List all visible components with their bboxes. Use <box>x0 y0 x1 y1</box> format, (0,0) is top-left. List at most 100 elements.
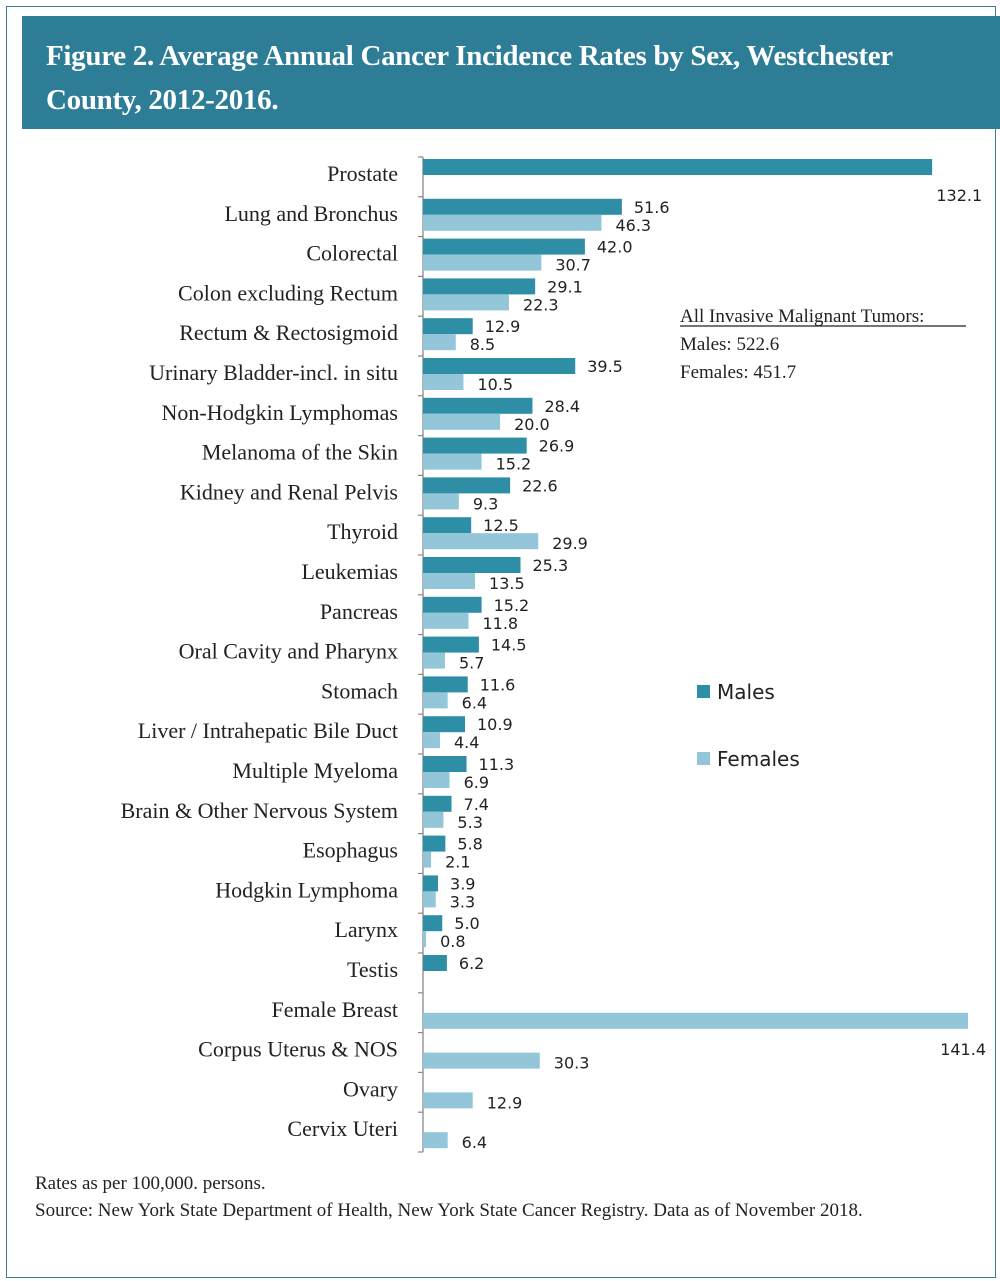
legend-label-males: Males <box>717 680 775 704</box>
data-label-males: 28.4 <box>544 397 580 416</box>
bar-females <box>423 732 440 749</box>
bar-males <box>423 875 439 892</box>
bar-females <box>423 851 432 868</box>
category-label: Urinary Bladder-incl. in situ <box>149 360 398 385</box>
bar-females <box>423 334 456 351</box>
category-label: Prostate <box>327 161 398 186</box>
category-label: Pancreas <box>320 599 398 624</box>
bar-females <box>423 214 602 231</box>
category-label: Esophagus <box>303 838 398 863</box>
data-label-females: 30.3 <box>554 1054 590 1073</box>
chart-labels: Prostate 132.1 Lung and Bronchus 51.646.3 Co… <box>121 161 986 1152</box>
data-label-males: 3.9 <box>450 874 475 893</box>
bar-females <box>423 612 469 629</box>
category-label: Stomach <box>321 678 398 703</box>
category-label: Non-Hodgkin Lymphomas <box>162 400 399 425</box>
bar-females <box>423 413 501 430</box>
chart-legend: Males Females <box>697 680 800 771</box>
bar-males <box>423 636 479 653</box>
category-label: Multiple Myeloma <box>232 758 398 783</box>
figure-title: Figure 2. Average Annual Cancer Incidenc… <box>46 40 893 116</box>
bar-males <box>423 437 527 454</box>
legend-swatch-females <box>697 752 710 765</box>
figure-frame <box>6 6 996 1278</box>
bar-males <box>423 915 443 932</box>
bar-females <box>423 254 542 271</box>
bar-males <box>423 596 482 613</box>
category-label: Kidney and Renal Pelvis <box>180 479 398 504</box>
bar-females <box>423 931 427 948</box>
bar-males <box>423 716 466 733</box>
bar-females <box>423 891 436 908</box>
data-label-males: 42.0 <box>597 238 633 257</box>
category-label: Melanoma of the Skin <box>202 440 398 465</box>
note-males: Males: 522.6 <box>680 334 779 355</box>
data-label-females: 15.2 <box>496 455 532 474</box>
data-label-females: 2.1 <box>445 853 470 872</box>
bar-males <box>423 358 576 374</box>
legend-swatch-males <box>697 685 710 698</box>
bar-males <box>423 159 933 175</box>
note-females: Females: 451.7 <box>680 362 796 383</box>
category-label: Oral Cavity and Pharynx <box>179 639 398 664</box>
data-label-males: 5.8 <box>457 835 482 854</box>
data-label-males: 7.4 <box>464 795 489 814</box>
data-label-females: 11.8 <box>482 614 518 633</box>
category-label: Colorectal <box>306 241 398 266</box>
data-label-females: 5.3 <box>457 813 482 832</box>
category-label: Brain & Other Nervous System <box>121 798 398 823</box>
bar-males <box>423 238 585 255</box>
data-label-males: 10.9 <box>477 715 513 734</box>
data-label-males: 15.2 <box>494 596 530 615</box>
bar-females <box>423 692 448 709</box>
bar-females <box>423 294 509 311</box>
bar-males <box>423 318 473 335</box>
data-label-males: 22.6 <box>522 476 558 495</box>
bar-females <box>423 1052 540 1069</box>
data-label-females: 6.9 <box>464 773 489 792</box>
bar-females <box>423 533 539 550</box>
data-label-females: 20.0 <box>514 415 550 434</box>
data-label-females: 12.9 <box>487 1093 523 1112</box>
chart-bars <box>423 159 968 1149</box>
category-label: Lung and Bronchus <box>224 201 398 226</box>
data-label-males: 11.6 <box>480 675 516 694</box>
data-label-males: 5.0 <box>454 914 479 933</box>
data-label-females: 4.4 <box>454 733 479 752</box>
footer-rates-note: Rates as per 100,000. persons. <box>35 1173 266 1194</box>
legend-label-females: Females <box>717 747 800 771</box>
summary-note: All Invasive Malignant Tumors: Males: 52… <box>680 306 966 383</box>
data-label-males: 12.5 <box>483 516 519 535</box>
data-label-females: 5.7 <box>459 654 484 673</box>
footer-source: Source: New York State Department of Hea… <box>35 1200 863 1221</box>
data-label-females: 6.4 <box>462 693 487 712</box>
bar-females <box>423 453 482 470</box>
bar-males <box>423 795 452 812</box>
data-label-males: 29.1 <box>547 277 583 296</box>
data-label-males: 14.5 <box>491 636 527 655</box>
chart-axis <box>418 156 424 1153</box>
figure-header: Figure 2. Average Annual Cancer Incidenc… <box>22 16 1000 129</box>
category-label: Thyroid <box>327 519 398 544</box>
data-label-males: 132.1 <box>936 186 982 205</box>
data-label-females: 141.4 <box>940 1040 986 1059</box>
bar-females <box>423 1092 473 1109</box>
bar-females <box>423 652 445 669</box>
category-label: Ovary <box>343 1076 398 1101</box>
data-label-females: 8.5 <box>470 335 495 354</box>
bar-chart: Prostate 132.1 Lung and Bronchus 51.646.3 Co… <box>121 156 986 1153</box>
bar-males <box>423 517 472 534</box>
data-label-females: 3.3 <box>450 892 475 911</box>
category-label: Liver / Intrahepatic Bile Duct <box>138 718 398 743</box>
bar-males <box>423 278 536 295</box>
data-label-males: 26.9 <box>539 437 575 456</box>
bar-females <box>423 811 444 828</box>
data-label-males: 11.3 <box>479 755 515 774</box>
bar-females <box>423 573 476 589</box>
category-label: Colon excluding Rectum <box>178 280 398 305</box>
data-label-males: 51.6 <box>634 198 670 217</box>
figure-footer: Rates as per 100,000. persons. Source: N… <box>35 1170 975 1224</box>
data-label-females: 22.3 <box>523 295 559 314</box>
category-label: Cervix Uteri <box>287 1116 398 1141</box>
bar-males <box>423 477 511 494</box>
